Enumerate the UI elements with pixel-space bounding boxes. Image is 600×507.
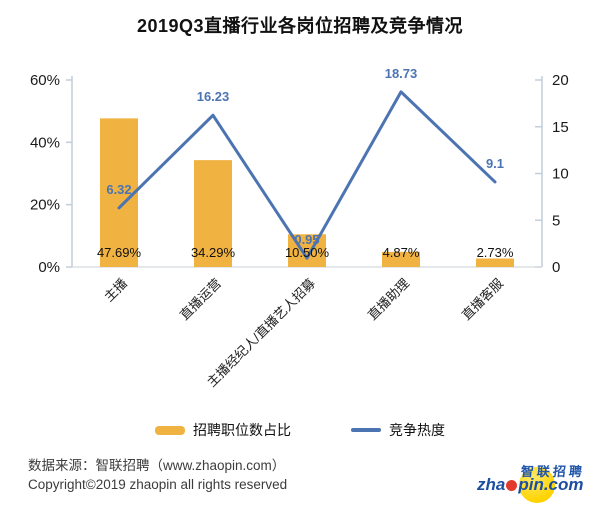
- logo-en-text: zha pin.com: [477, 476, 584, 493]
- bar: [194, 160, 232, 267]
- logo-yellow-circle-icon: [519, 467, 555, 503]
- line-point-label: 6.32: [106, 182, 131, 197]
- chart-canvas: 0% 20% 40% 60% 0 5 10 15 20 6.32 16.23 0.95 18.73 9.1…: [30, 66, 569, 390]
- x-axis-label: 主播: [101, 276, 130, 305]
- x-axis-label: 主播经纪人/直播艺人招募: [204, 276, 318, 390]
- bar: [382, 251, 420, 267]
- bar-value-label: 4.87%: [383, 245, 420, 260]
- line-point-label: 9.1: [486, 156, 504, 171]
- y-axis-right-label: 15: [552, 119, 569, 136]
- logo-en-post: pin.com: [518, 475, 584, 494]
- legend-item-bar: 招聘职位数占比: [155, 420, 291, 440]
- competition-line: [117, 90, 497, 260]
- data-source-text: 数据来源：智联招聘（www.zhaopin.com）: [28, 458, 286, 473]
- logo-red-dot-icon: [506, 480, 518, 491]
- line-point-label: 18.73: [385, 66, 418, 81]
- bar-value-label: 10.50%: [285, 245, 330, 260]
- y-axis-right-label: 5: [552, 212, 560, 229]
- bar: [100, 118, 138, 267]
- line-point-label: 0.95: [294, 232, 319, 247]
- bar-series-swatch-icon: [155, 425, 185, 435]
- bar: [476, 258, 514, 267]
- y-axis-right-label: 20: [552, 72, 569, 89]
- zhaopin-logo: 智联招聘 zha pin.com: [475, 452, 599, 507]
- y-axis-left-label: 60%: [30, 72, 60, 89]
- x-axis-label: 直播客服: [459, 276, 506, 323]
- y-axis-right-label: 0: [552, 259, 560, 276]
- x-axis-label: 直播助理: [365, 276, 412, 323]
- y-axis-left-label: 0%: [38, 259, 60, 276]
- legend-line-label: 竞争热度: [389, 422, 445, 438]
- legend-item-line: 竞争热度: [351, 420, 445, 440]
- y-axis-left-label: 20%: [30, 197, 60, 214]
- line-point-label: 16.23: [197, 89, 230, 104]
- bar-value-label: 34.29%: [191, 245, 236, 260]
- bar-value-label: 47.69%: [97, 245, 142, 260]
- legend-bar-label: 招聘职位数占比: [193, 422, 291, 438]
- y-axis-left-label: 40%: [30, 134, 60, 151]
- logo-en-pre: zha: [477, 475, 506, 494]
- copyright-text: Copyright©2019 zhaopin all rights reserv…: [28, 477, 288, 492]
- chart-legend: 招聘职位数占比 竞争热度: [0, 420, 600, 440]
- y-axis-right-label: 10: [552, 166, 569, 183]
- bar-value-label: 2.73%: [477, 245, 514, 260]
- chart-title: 2019Q3直播行业各岗位招聘及竞争情况: [136, 16, 464, 36]
- line-series-swatch-icon: [351, 428, 381, 432]
- x-axis-label: 直播运营: [177, 276, 224, 323]
